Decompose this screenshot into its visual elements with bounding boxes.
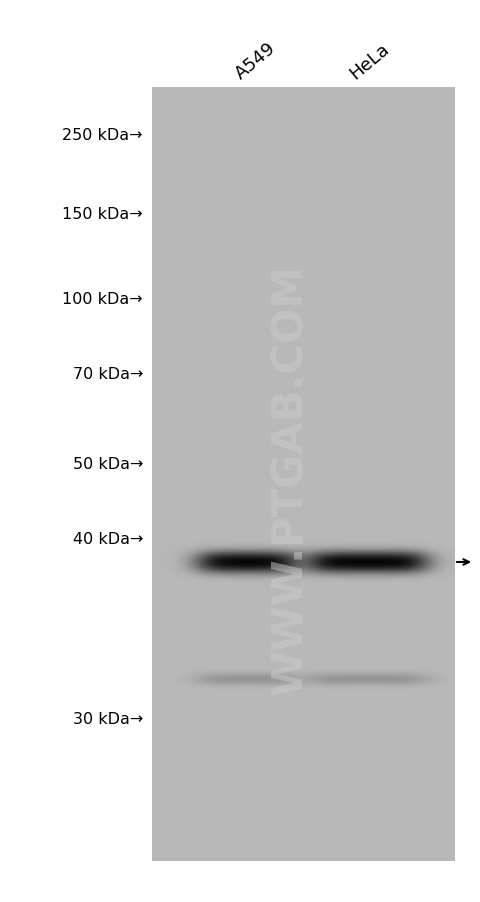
Bar xyxy=(152,0,455,87)
Bar xyxy=(455,0,480,902)
Bar xyxy=(0,0,152,902)
Text: 250 kDa→: 250 kDa→ xyxy=(62,127,143,143)
Text: WWW.PTGAB.COM: WWW.PTGAB.COM xyxy=(269,264,311,695)
Text: HeLa: HeLa xyxy=(347,40,393,83)
Text: A549: A549 xyxy=(231,39,279,83)
Text: 40 kDa→: 40 kDa→ xyxy=(72,532,143,547)
Text: 100 kDa→: 100 kDa→ xyxy=(62,292,143,308)
Text: 150 kDa→: 150 kDa→ xyxy=(62,207,143,222)
Text: 50 kDa→: 50 kDa→ xyxy=(72,457,143,472)
Text: 70 kDa→: 70 kDa→ xyxy=(72,367,143,382)
Text: 30 kDa→: 30 kDa→ xyxy=(73,712,143,727)
